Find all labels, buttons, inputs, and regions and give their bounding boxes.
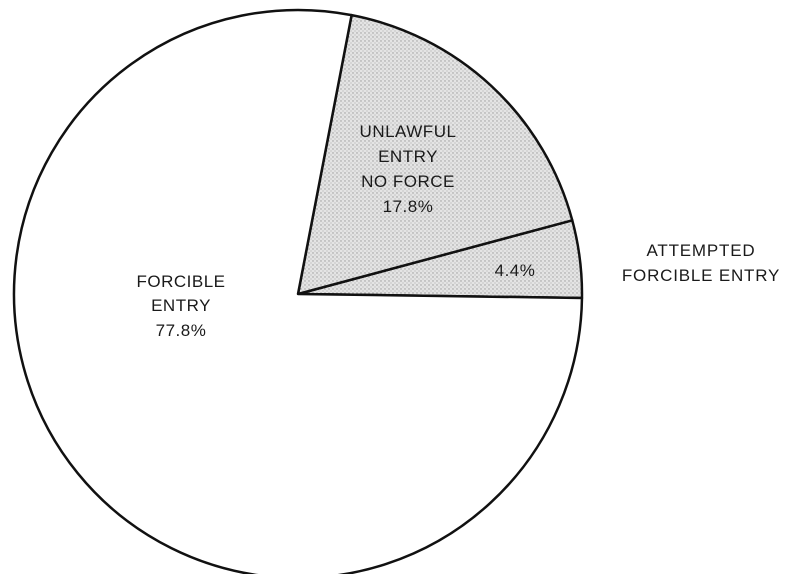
slice-label-unlawful-line3: NO FORCE — [361, 172, 455, 191]
slice-label-forcible-line2: ENTRY — [151, 296, 211, 315]
slice-label-unlawful-line1: UNLAWFUL — [360, 122, 457, 141]
slice-value-unlawful: 17.8% — [383, 197, 434, 216]
slice-value-forcible: 77.8% — [156, 321, 207, 340]
slice-unlawful-entry — [296, 13, 574, 296]
external-label-attempted-line2: FORCIBLE ENTRY — [622, 266, 780, 285]
slice-value-attempted: 4.4% — [495, 261, 536, 280]
slice-forcible-entry — [12, 8, 584, 574]
slice-label-unlawful-line2: ENTRY — [378, 147, 438, 166]
slice-label-forcible-line1: FORCIBLE — [136, 272, 225, 291]
external-label-attempted-line1: ATTEMPTED — [647, 241, 756, 260]
